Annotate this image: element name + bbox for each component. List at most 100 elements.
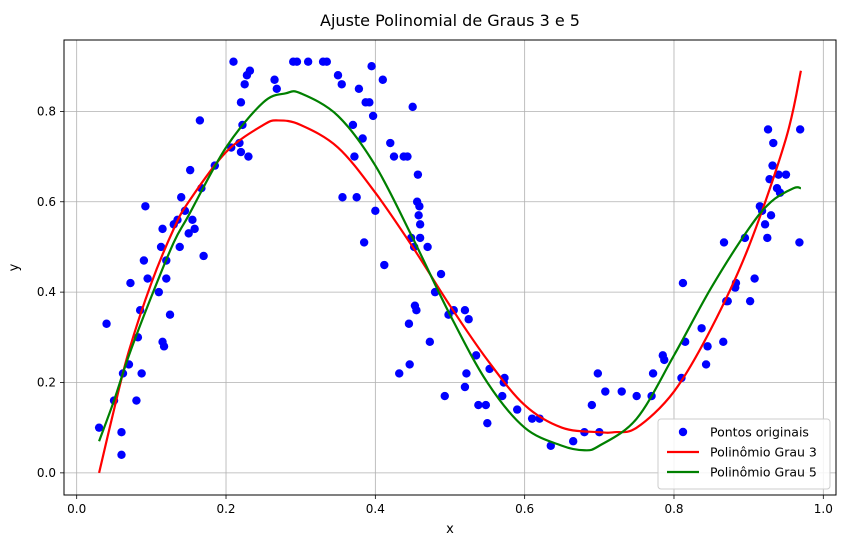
data-point	[240, 80, 249, 89]
data-point	[371, 206, 380, 215]
x-tick-label: 0.4	[366, 502, 385, 516]
data-point	[337, 80, 346, 89]
data-point	[368, 111, 378, 121]
data-point	[236, 147, 246, 157]
y-tick-label: 0.8	[37, 104, 56, 118]
series-points	[94, 57, 805, 459]
x-tick-label: 1.0	[814, 502, 833, 516]
data-point	[601, 387, 610, 396]
data-point	[660, 355, 669, 365]
data-point	[678, 278, 688, 288]
x-tick-label: 0.8	[664, 502, 683, 516]
data-point	[352, 193, 361, 202]
data-point	[462, 369, 471, 378]
data-point	[270, 75, 279, 84]
data-point	[358, 134, 367, 143]
data-point	[380, 260, 389, 270]
data-point	[175, 242, 184, 252]
data-point	[403, 152, 412, 161]
data-point	[389, 152, 399, 161]
data-point	[460, 382, 470, 392]
x-tick-label: 0.2	[216, 502, 235, 516]
data-point	[460, 305, 470, 315]
data-point	[292, 57, 302, 66]
data-point	[766, 211, 776, 220]
data-point	[512, 405, 522, 414]
data-point	[415, 202, 424, 211]
data-point	[354, 84, 364, 93]
x-tick-label: 0.6	[515, 502, 534, 516]
data-point	[568, 437, 578, 446]
axes-frame	[63, 39, 837, 496]
data-point	[795, 238, 804, 247]
data-point	[322, 57, 332, 66]
data-point	[94, 423, 104, 432]
data-point	[781, 170, 791, 179]
legend-box	[657, 418, 831, 490]
data-point	[763, 233, 772, 243]
data-point	[333, 71, 343, 80]
data-point	[199, 251, 208, 261]
data-point	[117, 450, 126, 459]
data-point	[177, 193, 186, 202]
data-point	[701, 360, 711, 369]
data-point	[395, 369, 404, 378]
data-point	[795, 125, 805, 134]
data-point	[471, 351, 481, 360]
data-point	[423, 242, 432, 252]
data-point	[378, 75, 388, 84]
data-point	[436, 269, 446, 279]
data-point	[137, 369, 146, 378]
data-point	[404, 319, 414, 328]
data-point	[464, 315, 473, 324]
legend-label: Polinômio Grau 3	[710, 445, 817, 460]
data-point	[413, 170, 423, 179]
data-point	[348, 120, 358, 130]
data-point	[303, 57, 313, 66]
data-point	[272, 84, 281, 93]
data-point	[768, 161, 777, 170]
data-point	[593, 369, 603, 378]
data-point	[184, 229, 193, 238]
series-line-1	[98, 70, 802, 474]
data-point	[719, 337, 728, 347]
data-point	[425, 337, 435, 347]
legend: Pontos originais Polinômio Grau 3 Polinômi…	[657, 418, 831, 490]
y-tick-label: 0.6	[37, 195, 56, 209]
data-point	[367, 62, 376, 71]
series-line-2	[98, 90, 802, 452]
data-point	[535, 414, 544, 423]
data-point	[483, 418, 492, 428]
data-point	[763, 125, 773, 134]
data-point	[229, 57, 238, 66]
data-point	[587, 400, 597, 410]
data-point	[162, 274, 171, 283]
data-point	[412, 305, 421, 315]
data-point	[745, 296, 755, 306]
x-tick-label: 0.0	[67, 502, 86, 516]
data-point	[159, 342, 169, 351]
data-point	[236, 98, 246, 107]
data-point	[481, 400, 491, 410]
data-point	[338, 193, 347, 202]
data-point	[126, 278, 135, 288]
data-point	[195, 116, 205, 125]
data-point	[498, 391, 507, 401]
data-point	[750, 274, 759, 283]
data-point	[156, 242, 166, 252]
data-point	[697, 324, 706, 333]
data-point	[158, 224, 167, 234]
x-axis-label: x	[446, 522, 454, 537]
data-point	[102, 319, 111, 328]
data-point	[474, 400, 483, 410]
y-axis-label: y	[7, 263, 22, 271]
data-point	[244, 152, 253, 161]
data-point	[365, 98, 374, 107]
data-point	[386, 138, 395, 148]
data-point	[617, 387, 626, 396]
data-point	[440, 391, 449, 401]
data-point	[359, 238, 369, 247]
data-point	[350, 152, 359, 161]
axis-ticks: 0.0 0.2 0.4 0.6 0.8 1.0 0.0 0.2 0.4 0.6 0.8	[37, 104, 833, 516]
